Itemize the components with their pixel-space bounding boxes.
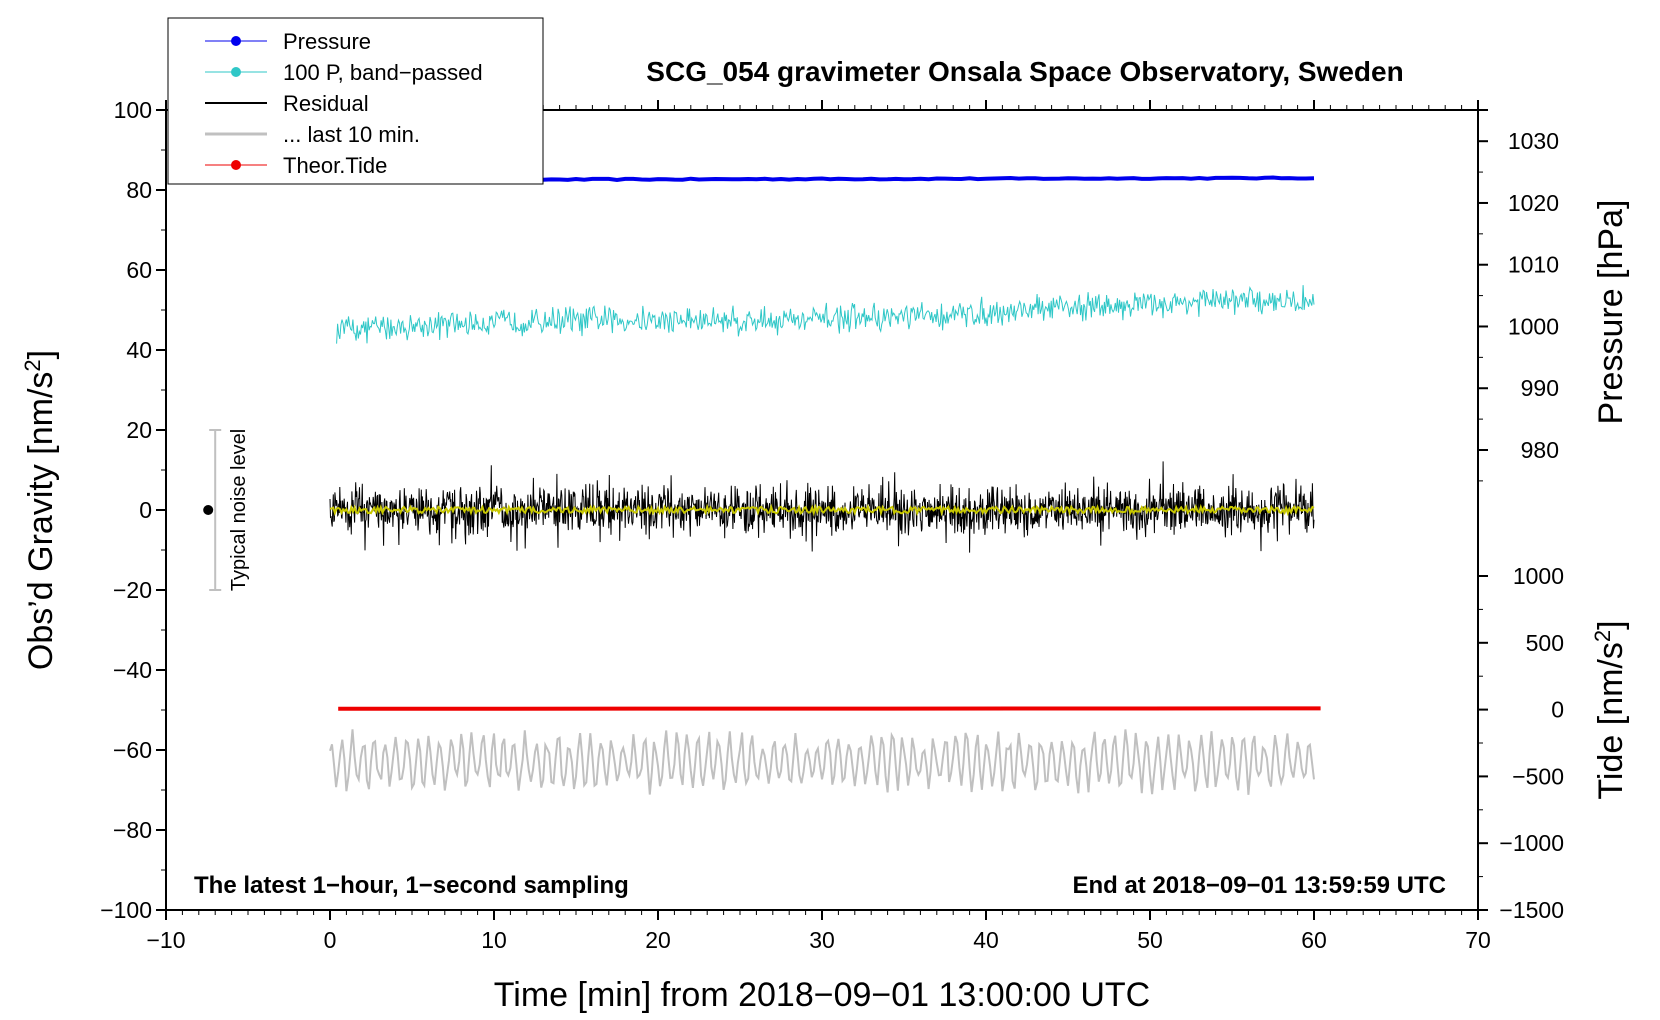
x-tick-label: 40 — [973, 927, 999, 953]
y-tick-label: 80 — [126, 177, 152, 203]
x-tick-label: 20 — [645, 927, 671, 953]
y-tick-label: −100 — [100, 897, 152, 923]
pressure-tick-label: 980 — [1521, 437, 1559, 463]
y-tick-label: 60 — [126, 257, 152, 283]
legend-label: Theor.Tide — [283, 153, 387, 178]
y-tick-label: 40 — [126, 337, 152, 363]
y-axis-title-left-sup: 2 — [20, 359, 45, 371]
x-tick-label: 60 — [1301, 927, 1327, 953]
legend-label: Pressure — [283, 29, 371, 54]
axis-ticks: −10 0 10 20 30 40 50 60 70100806040200−20−40−60−… — [100, 97, 1564, 953]
legend-box — [167, 17, 544, 185]
annotation-bottom-left: The latest 1−hour, 1−second sampling — [194, 872, 629, 899]
legend: Pressure 100 P, band−passed Residual ... la… — [167, 17, 544, 185]
pressure-tick-label: 990 — [1521, 375, 1559, 401]
y-tick-label: 20 — [126, 417, 152, 443]
series-band-passed-pressure — [336, 285, 1315, 344]
y-tick-label: −80 — [113, 817, 152, 843]
legend-marker — [231, 67, 241, 77]
y-tick-label: −60 — [113, 737, 152, 763]
y-tick-label: 100 — [114, 97, 152, 123]
noise-bar-label: Typical noise level — [228, 429, 250, 591]
pressure-tick-label: 1020 — [1508, 190, 1559, 216]
series-last-10-min — [329, 729, 1315, 795]
annotation-bottom-right: End at 2018−09−01 13:59:59 UTC — [1072, 872, 1446, 899]
y-tick-label: −20 — [113, 577, 152, 603]
tide-tick-label: 1000 — [1513, 563, 1564, 589]
x-tick-label: 50 — [1137, 927, 1163, 953]
x-axis-title: Time [min] from 2018−09−01 13:00:00 UTC — [494, 976, 1150, 1014]
y-axis-title-tide-end: ] — [1592, 620, 1630, 629]
pressure-tick-label: 1010 — [1508, 252, 1559, 278]
noise-bar-group: Typical noise level — [203, 429, 250, 591]
x-tick-label: −10 — [146, 927, 185, 953]
tide-tick-label: 0 — [1551, 697, 1564, 723]
y-tick-label: −40 — [113, 657, 152, 683]
legend-label: Residual — [283, 91, 369, 116]
tide-tick-label: −500 — [1512, 763, 1564, 789]
data-series — [329, 175, 1321, 795]
x-tick-label: 0 — [324, 927, 337, 953]
noise-bar-center-dot — [203, 505, 214, 515]
legend-marker — [231, 36, 241, 46]
series-residual-smoothed — [329, 503, 1315, 517]
series-residual — [329, 461, 1315, 553]
legend-label: ... last 10 min. — [283, 122, 420, 147]
y-axis-title-left-end: ] — [22, 350, 60, 359]
tide-tick-label: −1500 — [1499, 897, 1564, 923]
y-axis-title-tide: Tide [nm/s2] — [1590, 620, 1630, 799]
tide-tick-label: 500 — [1526, 630, 1564, 656]
tide-tick-label: −1000 — [1499, 830, 1564, 856]
x-tick-label: 70 — [1465, 927, 1491, 953]
chart-title: SCG_054 gravimeter Onsala Space Observat… — [646, 56, 1403, 87]
x-tick-label: 10 — [481, 927, 507, 953]
legend-marker — [231, 160, 241, 170]
legend-label: 100 P, band−passed — [283, 60, 483, 85]
y-axis-title-left-main: Obs’d Gravity [nm/s — [22, 372, 60, 671]
y-axis-title-tide-sup: 2 — [1590, 630, 1615, 642]
y-axis-title-pressure: Pressure [hPa] — [1592, 200, 1630, 425]
y-axis-title-tide-main: Tide [nm/s — [1592, 642, 1630, 799]
pressure-tick-label: 1030 — [1508, 128, 1559, 154]
x-tick-label: 30 — [809, 927, 835, 953]
y-axis-title-left: Obs’d Gravity [nm/s2] — [20, 350, 60, 670]
pressure-tick-label: 1000 — [1508, 313, 1559, 339]
y-tick-label: 0 — [139, 497, 152, 523]
